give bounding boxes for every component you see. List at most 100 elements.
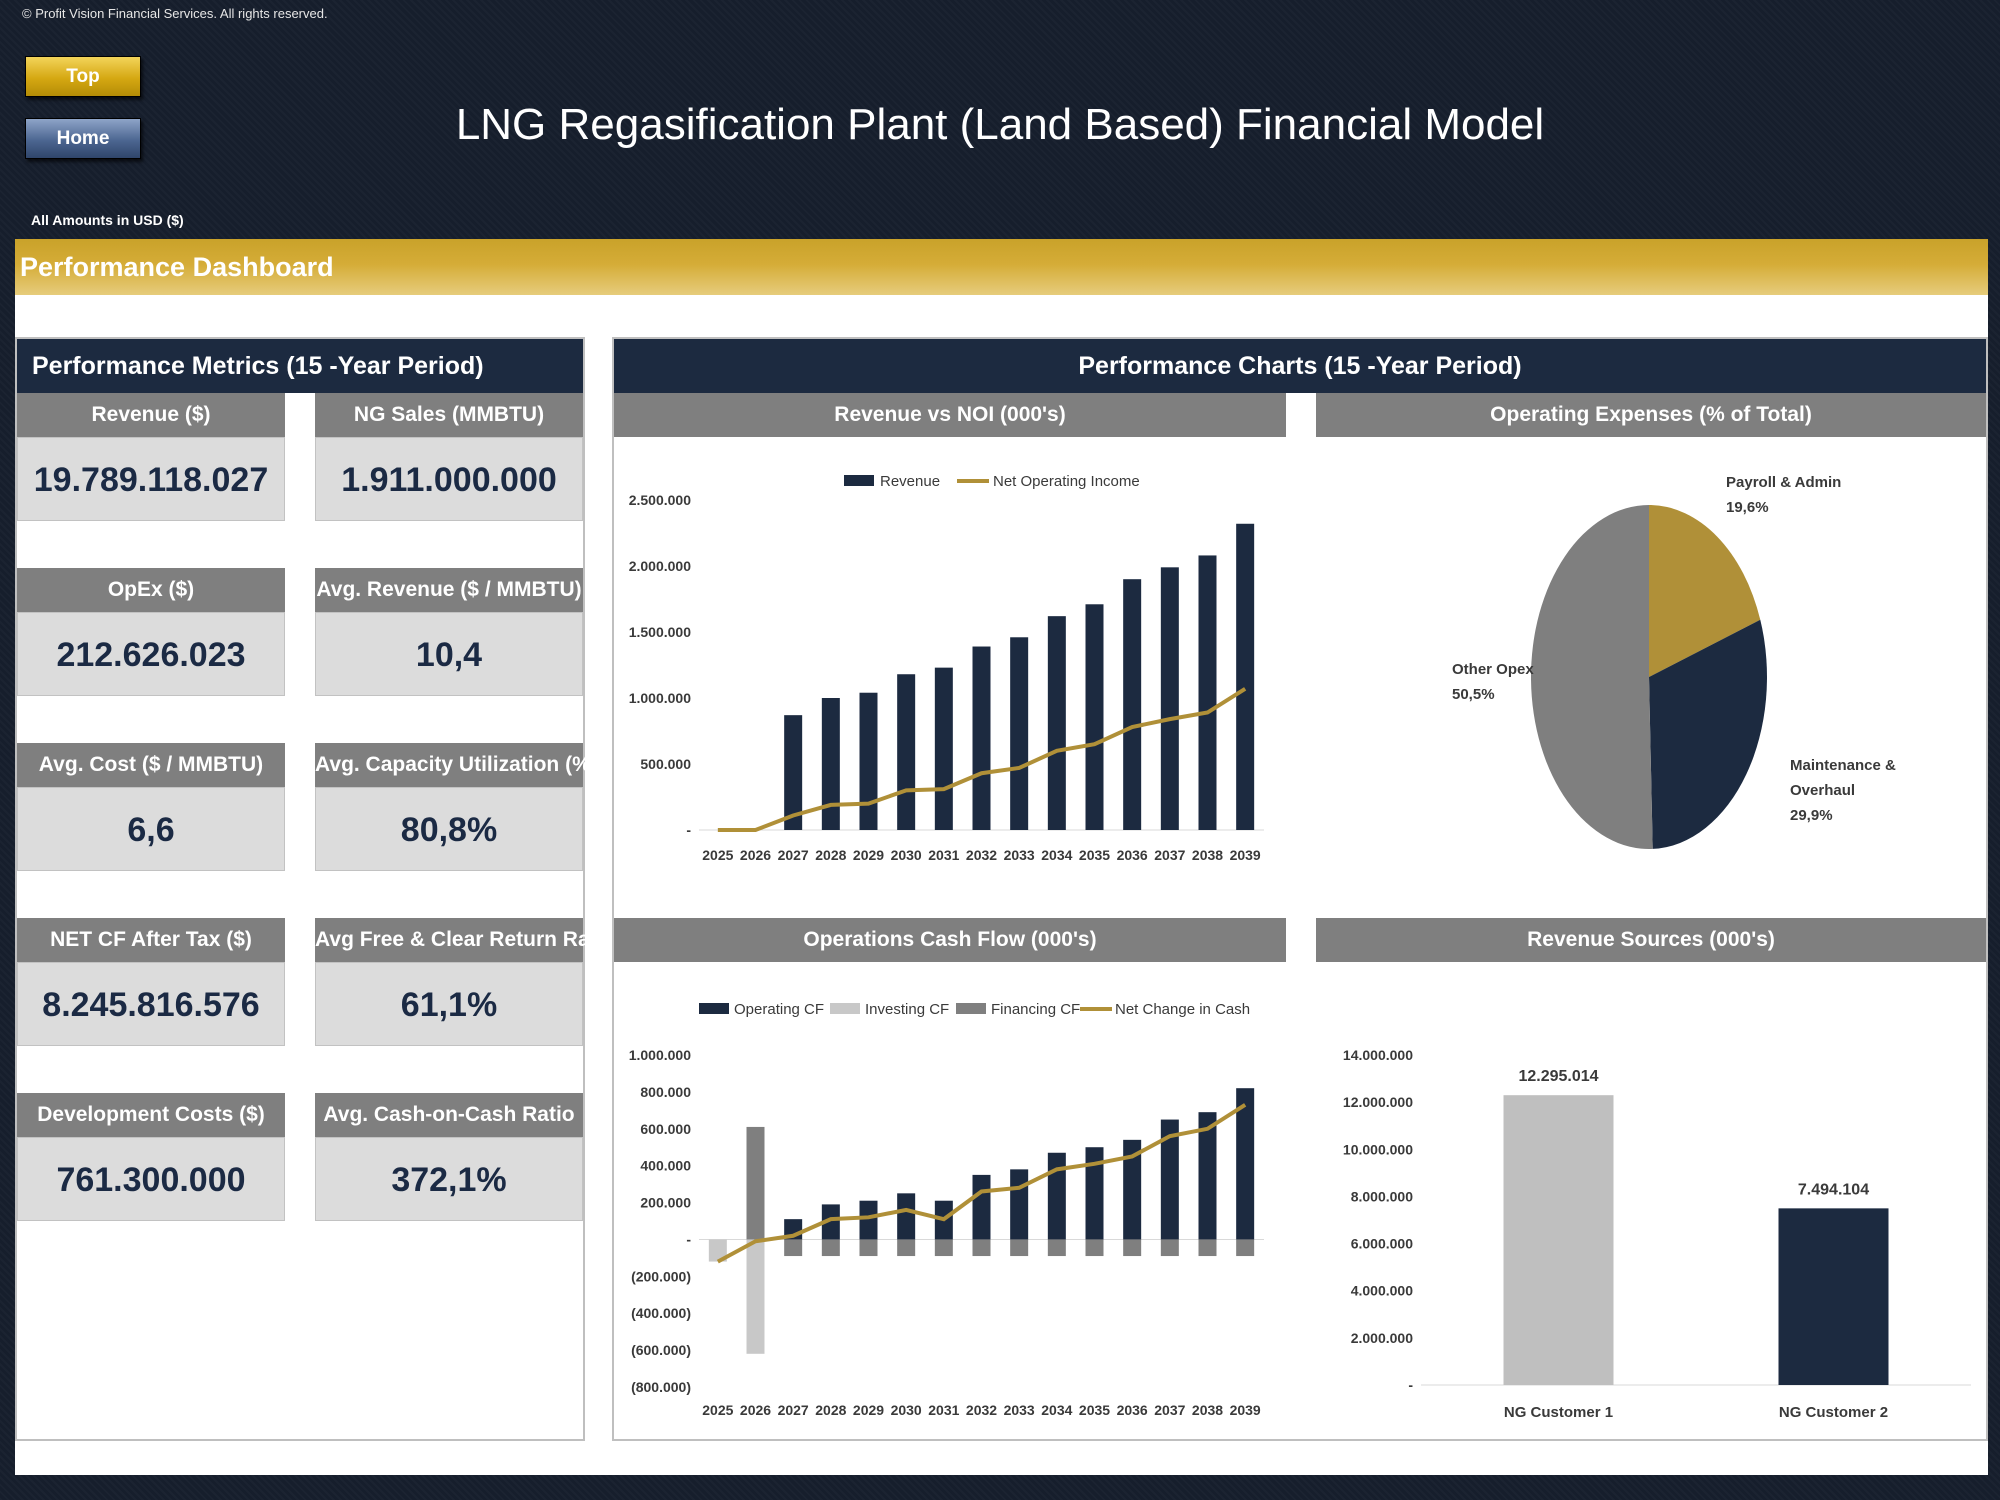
cashflow-bar-financing-cf bbox=[1047, 1239, 1066, 1257]
metric-avg-cost: Avg. Cost ($ / MMBTU) 6,6 bbox=[17, 743, 285, 871]
x-tick-label: 2031 bbox=[928, 847, 959, 863]
x-tick-label: 2027 bbox=[778, 1402, 809, 1418]
noi-line bbox=[717, 687, 1247, 832]
charts-panel: Performance Charts (15 -Year Period) bbox=[612, 337, 1988, 1441]
x-tick-label: 2026 bbox=[740, 1402, 771, 1418]
x-tick-label: 2036 bbox=[1117, 847, 1148, 863]
x-tick-label: 2027 bbox=[778, 847, 809, 863]
home-button[interactable]: Home bbox=[25, 118, 141, 159]
cashflow-bar-financing-cf bbox=[1236, 1239, 1255, 1257]
cashflow-bar-operating-cf bbox=[1160, 1119, 1179, 1240]
revenue-noi-chart: - 500.000 1.000.000 1.500.000 2.000.000 2.500… bbox=[629, 473, 1264, 863]
x-tick-label: 2036 bbox=[1117, 1402, 1148, 1418]
pie-slice bbox=[1649, 619, 1767, 849]
y-tick-label: 1.000.000 bbox=[629, 690, 691, 706]
metric-net-cf: NET CF After Tax ($) 8.245.816.576 bbox=[17, 918, 285, 1046]
y-tick-label: 2.000.000 bbox=[1351, 1330, 1413, 1346]
metric-label: Revenue ($) bbox=[17, 393, 285, 437]
y-tick-label: 1.500.000 bbox=[629, 624, 691, 640]
opex-chart-title: Operating Expenses (% of Total) bbox=[1316, 393, 1986, 437]
metric-value: 10,4 bbox=[315, 612, 583, 696]
bar-value-label: 12.295.014 bbox=[1518, 1068, 1598, 1085]
cashflow-bar-operating-cf bbox=[1047, 1152, 1066, 1240]
cashflow-bar-financing-cf bbox=[1123, 1239, 1142, 1257]
pie-pct-label: 19,6% bbox=[1726, 499, 1769, 516]
metric-value: 212.626.023 bbox=[17, 612, 285, 696]
x-tick-label: 2034 bbox=[1041, 847, 1072, 863]
y-tick-label: - bbox=[686, 822, 691, 838]
cashflow-bar-operating-cf bbox=[1198, 1112, 1217, 1240]
cashflow-bar-financing-cf bbox=[784, 1239, 803, 1257]
cashflow-bar-financing-cf bbox=[972, 1239, 991, 1257]
metrics-panel: Performance Metrics (15 -Year Period) bbox=[15, 337, 585, 1441]
metric-value: 761.300.000 bbox=[17, 1137, 285, 1221]
cashflow-bar-operating-cf bbox=[821, 1204, 840, 1240]
metric-capacity-utilization: Avg. Capacity Utilization (%) 80,8% bbox=[315, 743, 598, 871]
cashflow-bar-financing-cf bbox=[821, 1239, 840, 1257]
pie-category-label: Maintenance & bbox=[1790, 757, 1896, 774]
cashflow-bar-financing-cf bbox=[897, 1239, 916, 1257]
pie-pct-label: 29,9% bbox=[1790, 807, 1833, 824]
cashflow-bar-operating-cf bbox=[1236, 1088, 1255, 1240]
x-tick-label: 2035 bbox=[1079, 847, 1110, 863]
revenue-sources-chart: - 2.000.000 4.000.000 6.000.000 8.000.000 10.… bbox=[1343, 1047, 1971, 1421]
metric-label: Development Costs ($) bbox=[17, 1093, 285, 1137]
x-tick-label: 2026 bbox=[740, 847, 771, 863]
metric-development-costs: Development Costs ($) 761.300.000 bbox=[17, 1093, 285, 1221]
revenue-bar bbox=[1123, 579, 1142, 830]
x-tick-label: NG Customer 1 bbox=[1504, 1404, 1613, 1421]
legend-label: Revenue bbox=[880, 473, 940, 490]
cashflow-bar-financing-cf bbox=[1010, 1239, 1029, 1257]
x-tick-label: 2029 bbox=[853, 1402, 884, 1418]
y-tick-label: 10.000.000 bbox=[1343, 1141, 1413, 1157]
metric-label: Avg Free & Clear Return Ratio bbox=[315, 918, 615, 962]
metric-value: 80,8% bbox=[315, 787, 583, 871]
metric-value: 1.911.000.000 bbox=[315, 437, 583, 521]
top-button[interactable]: Top bbox=[25, 56, 141, 97]
metric-label: Avg. Cost ($ / MMBTU) bbox=[17, 743, 285, 787]
y-tick-label: - bbox=[1408, 1377, 1413, 1393]
legend-label: Net Change in Cash bbox=[1115, 1001, 1250, 1018]
revenue-bar bbox=[972, 646, 991, 830]
metric-value: 6,6 bbox=[17, 787, 285, 871]
metric-label: NG Sales (MMBTU) bbox=[315, 393, 583, 437]
metric-label: Avg. Cash-on-Cash Ratio bbox=[315, 1093, 583, 1137]
cashflow-bar-operating-cf bbox=[1123, 1139, 1142, 1240]
y-tick-label: - bbox=[686, 1231, 691, 1247]
y-tick-label: (200.000) bbox=[631, 1268, 691, 1284]
x-tick-label: 2028 bbox=[815, 1402, 846, 1418]
x-tick-label: 2033 bbox=[1004, 1402, 1035, 1418]
cashflow-bar-investing-cf bbox=[708, 1239, 727, 1262]
x-tick-label: 2037 bbox=[1154, 1402, 1185, 1418]
x-tick-label: 2030 bbox=[891, 847, 922, 863]
cashflow-chart-title: Operations Cash Flow (000's) bbox=[614, 918, 1286, 962]
revenue-sources-chart-title: Revenue Sources (000's) bbox=[1316, 918, 1986, 962]
charts-panel-title: Performance Charts (15 -Year Period) bbox=[614, 339, 1986, 393]
metric-free-clear-return: Avg Free & Clear Return Ratio 61,1% bbox=[315, 918, 615, 1046]
legend-label: Financing CF bbox=[991, 1001, 1080, 1018]
y-tick-label: 500.000 bbox=[640, 756, 691, 772]
legend-label: Net Operating Income bbox=[993, 473, 1140, 490]
y-tick-label: 6.000.000 bbox=[1351, 1236, 1413, 1252]
opex-pie-chart: Payroll & Admin 19,6% Maintenance & Overhau… bbox=[1452, 474, 1896, 849]
x-tick-label: 2032 bbox=[966, 1402, 997, 1418]
revenue-source-bar bbox=[1503, 1095, 1614, 1385]
pie-category-label: Other Opex bbox=[1452, 661, 1534, 678]
pie-category-label: Overhaul bbox=[1790, 782, 1855, 799]
y-tick-label: 2.000.000 bbox=[629, 558, 691, 574]
x-tick-label: 2038 bbox=[1192, 1402, 1223, 1418]
y-tick-label: 2.500.000 bbox=[629, 492, 691, 508]
legend-label: Operating CF bbox=[734, 1001, 824, 1018]
revenue-bar bbox=[821, 698, 840, 830]
revenue-bar bbox=[1085, 604, 1104, 830]
cashflow-bar-operating-cf bbox=[1085, 1147, 1104, 1240]
revenue-bar bbox=[897, 674, 916, 830]
cashflow-bar-operating-cf bbox=[859, 1200, 878, 1240]
x-tick-label: 2025 bbox=[702, 1402, 733, 1418]
x-tick-label: 2029 bbox=[853, 847, 884, 863]
metric-label: OpEx ($) bbox=[17, 568, 285, 612]
x-tick-label: NG Customer 2 bbox=[1779, 1404, 1888, 1421]
bar-value-label: 7.494.104 bbox=[1798, 1181, 1869, 1198]
cashflow-bar-investing-cf bbox=[746, 1239, 765, 1354]
metrics-panel-title: Performance Metrics (15 -Year Period) bbox=[17, 339, 583, 393]
